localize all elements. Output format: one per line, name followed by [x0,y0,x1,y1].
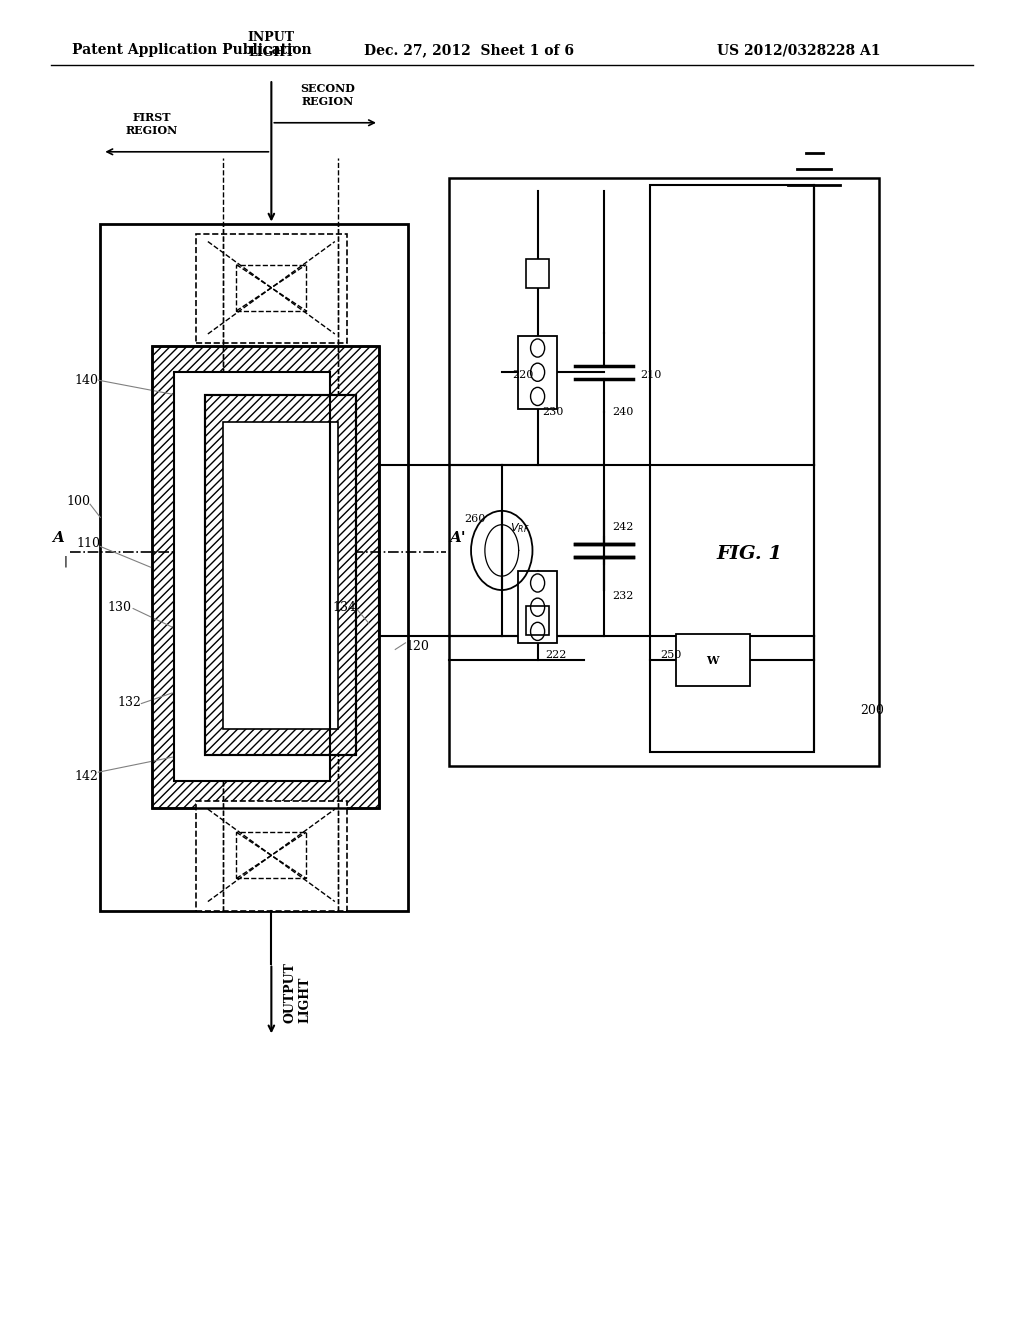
Text: 140: 140 [75,374,98,387]
Text: Patent Application Publication: Patent Application Publication [72,44,311,57]
Bar [196,234,347,343]
Text: W: W [707,655,719,665]
Bar [174,372,330,781]
Bar [650,185,814,752]
Bar [223,422,338,729]
Bar [237,264,306,310]
Text: 242: 242 [612,521,634,532]
Bar [518,570,557,643]
Text: 132: 132 [118,696,141,709]
Text: OUTPUT
LIGHT: OUTPUT LIGHT [284,962,311,1023]
Text: FIRST
REGION: FIRST REGION [125,112,178,136]
Text: FIG. 1: FIG. 1 [717,545,782,564]
Text: A': A' [450,531,466,545]
Text: A: A [52,531,65,545]
Text: 230: 230 [543,407,564,417]
Bar [526,259,549,288]
Text: US 2012/0328228 A1: US 2012/0328228 A1 [717,44,881,57]
Bar [100,224,408,911]
Bar [196,801,347,911]
Bar [518,335,557,409]
Text: 130: 130 [108,601,131,614]
Text: |: | [63,556,68,568]
Bar [152,346,379,808]
Bar [205,395,356,755]
Text: 134: 134 [333,601,356,614]
Text: $V_{RF}$: $V_{RF}$ [510,521,529,535]
Bar [223,422,338,729]
Text: 240: 240 [612,407,634,417]
Text: 100: 100 [67,495,90,508]
Bar [526,606,549,635]
Bar [237,833,306,879]
Bar [205,395,356,755]
Text: 232: 232 [612,590,634,601]
Text: 222: 222 [545,649,566,660]
Text: 210: 210 [640,370,662,380]
Text: 220: 220 [512,370,534,380]
Text: 200: 200 [860,704,884,717]
Bar [449,178,879,766]
Text: 110: 110 [77,537,100,550]
Bar [152,346,379,808]
Text: 142: 142 [75,770,98,783]
Text: SECOND
REGION: SECOND REGION [300,83,355,107]
Text: Dec. 27, 2012  Sheet 1 of 6: Dec. 27, 2012 Sheet 1 of 6 [364,44,573,57]
Text: 260: 260 [464,513,485,524]
Text: 250: 250 [660,649,682,660]
Bar [676,634,750,686]
Text: INPUT
LIGHT: INPUT LIGHT [248,32,295,59]
Text: 120: 120 [406,640,429,653]
Bar [174,372,330,781]
